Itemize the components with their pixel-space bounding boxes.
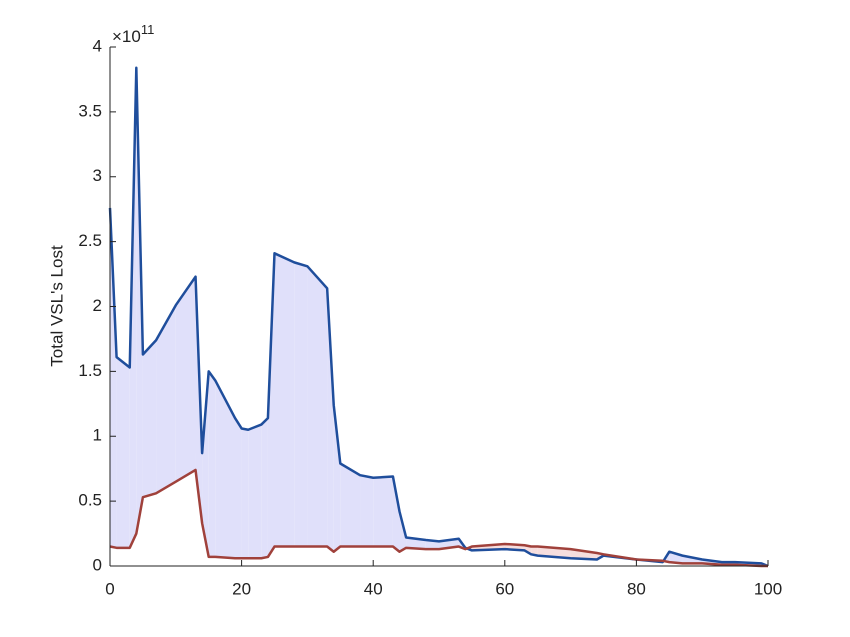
fill-between [215,380,236,559]
fill-between [274,253,295,547]
fill-between [531,546,538,556]
fill-between [261,418,268,559]
fill-layer [110,67,768,566]
series-line [109,468,768,568]
y-multiplier: ×1011 [112,22,154,46]
fill-between [570,549,597,560]
fill-between [340,463,361,547]
fill-between [294,262,308,547]
x-tick-label: 20 [232,579,251,598]
y-tick-label: 2 [93,296,102,315]
fill-between [156,305,176,494]
fill-between [373,476,393,547]
axes: 0 20 40 60 80 100 0 0.5 1 1.5 2 2.5 3 3.5 4 [78,36,782,598]
fill-between [116,357,130,548]
fill-between [327,288,334,552]
x-tick-label: 40 [364,579,383,598]
fill-between [235,418,242,559]
y-tick-label: 3.5 [78,101,102,120]
fill-between [669,551,683,564]
fill-between [241,428,249,559]
fill-between [142,340,157,498]
fill-between [360,475,374,547]
y-tick-label: 1 [93,426,102,445]
fill-between [175,276,196,482]
fill-between [267,253,275,557]
fill-between [202,371,209,557]
y-tick-label: 1.5 [78,361,102,380]
fill-between [307,266,328,547]
fill-between [208,371,216,557]
y-multiplier-exponent: 11 [141,22,155,37]
y-multiplier-base: ×10 [112,27,141,46]
x-tick-label: 100 [754,579,782,598]
y-tick-label: 0 [93,555,102,574]
fill-between [392,476,400,552]
fill-between [110,207,117,548]
line-layer [108,66,769,568]
x-tick-label: 80 [627,579,646,598]
y-tick-label: 2.5 [78,231,102,250]
y-axis-label: Total VSL's Lost [47,245,66,367]
y-tick-label: 3 [93,166,102,185]
y-tick-label: 0.5 [78,491,102,510]
fill-between [248,424,262,559]
fill-between [425,540,439,550]
y-tick-label: 4 [93,36,102,55]
x-tick-label: 0 [105,579,114,598]
x-tick-label: 60 [495,579,514,598]
fill-between [333,405,341,552]
